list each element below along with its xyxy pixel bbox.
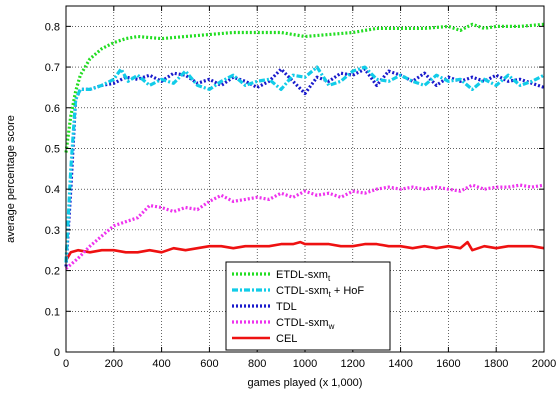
legend-name: CTDL-sxm [276, 285, 329, 297]
legend-label-3: CTDL-sxmw [276, 317, 335, 331]
tick-labels: 0 200 400 600 800 1000 1200 1400 1600 1800 2000 0 0.… [45, 21, 557, 370]
x-tick-label: 1800 [484, 358, 508, 370]
legend-name: ETDL-sxm [276, 269, 328, 281]
x-tick-label: 600 [200, 358, 218, 370]
x-tick-label: 400 [152, 358, 170, 370]
legend-label-1: CTDL-sxmt + HoF [276, 285, 364, 299]
legend-suffix: + HoF [331, 285, 365, 297]
legend-subscript: t [328, 274, 331, 283]
x-tick-label: 1600 [436, 358, 460, 370]
legend-label-0: ETDL-sxmt [276, 269, 331, 283]
x-tick-label: 2000 [532, 358, 556, 370]
legend-name: CTDL-sxm [276, 317, 329, 329]
series-line-1 [64, 65, 545, 263]
legend-label-2: TDL [276, 301, 297, 313]
series-line-2 [64, 67, 545, 267]
x-tick-label: 0 [63, 358, 69, 370]
x-tick-label: 200 [105, 358, 123, 370]
legend-label-4: CEL [276, 333, 297, 345]
y-tick-label: 0.4 [45, 184, 60, 196]
legend-name: CEL [276, 333, 297, 345]
legend-subscript: w [328, 322, 335, 331]
y-tick-label: 0.5 [45, 143, 60, 155]
legend-subscript: t [329, 290, 332, 299]
series-line-3 [64, 183, 545, 270]
x-tick-label: 800 [248, 358, 266, 370]
y-tick-label: 0.7 [45, 62, 60, 74]
y-axis-label: average percentage score [5, 115, 17, 243]
y-tick-label: 0.1 [45, 306, 60, 318]
y-tick-label: 0.2 [45, 266, 60, 278]
series-line-4 [64, 240, 545, 262]
y-tick-label: 0.8 [45, 21, 60, 33]
x-tick-label: 1000 [293, 358, 317, 370]
y-tick-label: 0.3 [45, 225, 60, 237]
legend-name: TDL [276, 301, 297, 313]
y-tick-label: 0.6 [45, 103, 60, 115]
x-axis-label: games played (x 1,000) [248, 377, 363, 389]
x-tick-label: 1400 [388, 358, 412, 370]
series-layer [64, 22, 545, 270]
series-line-0 [64, 22, 545, 153]
y-tick-label: 0 [54, 347, 60, 359]
x-tick-label: 1200 [341, 358, 365, 370]
